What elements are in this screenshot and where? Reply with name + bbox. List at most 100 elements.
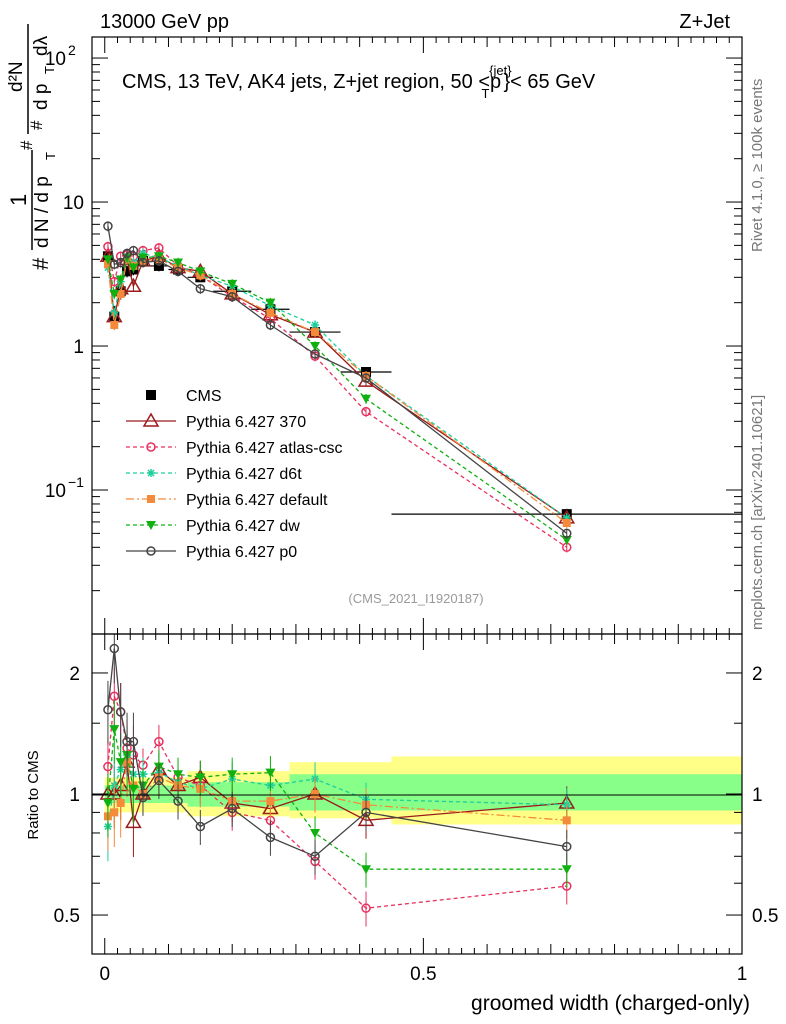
title-main: CMS, 13 TeV, AK4 jets, Z+jet region, 50 … [122, 71, 490, 93]
ratio-point-default [266, 797, 275, 806]
legend-marker-p0 [146, 546, 156, 556]
ylabel-dl: dλ [31, 35, 52, 56]
main-point-atlas [361, 406, 371, 417]
x-axis-label: groomed width (charged-only) [471, 992, 750, 1015]
ratio-point-dw [310, 828, 321, 838]
ratio-ytick-label: 2 [69, 664, 80, 685]
legend: CMS Pythia 6.427 370 Pythia 6.427 atlas-cs… [126, 388, 343, 561]
main-series-group [99, 221, 742, 553]
main-series-dw [102, 251, 572, 546]
main-point-p0 [128, 245, 139, 256]
main-point-d6t [110, 308, 119, 317]
legend-item-cms: CMS [146, 388, 222, 405]
ratio-point-p370 [125, 813, 142, 829]
main-point-dw [109, 289, 120, 299]
legend-item-p0: Pythia 6.427 p0 [126, 544, 297, 561]
ratio-point-p0 [115, 707, 126, 717]
ratio-ytick-label-right: 2 [752, 664, 763, 685]
main-point-p0 [265, 320, 276, 330]
main-point-default [110, 320, 119, 329]
ratio-point-dw [561, 865, 572, 875]
main-ytick-label: 10 [63, 193, 84, 214]
main-line-atlas [107, 246, 568, 548]
main-point-default [562, 519, 571, 528]
title-p: p [490, 71, 501, 93]
ratio-point-atlas [361, 903, 371, 913]
ratio-point-default [311, 790, 320, 798]
analysis-watermark: (CMS_2021_I1920187) [348, 591, 483, 606]
main-point-p0 [138, 257, 148, 268]
title-sup: {jet} [489, 63, 512, 78]
main-point-dw [310, 342, 321, 352]
main-point-dw [561, 535, 572, 545]
ratio-series-group [99, 634, 576, 927]
main-ytick-label: 10 [45, 49, 66, 70]
rivet-version-text: Rivet 4.1.0, ≥ 100k events [749, 79, 766, 252]
ratio-point-p0 [103, 705, 113, 715]
main-point-p370 [125, 277, 142, 293]
main-point-p0 [195, 283, 206, 294]
ratio-point-p0 [195, 821, 206, 832]
legend-item-d6t: Pythia 6.427 d6t [126, 466, 302, 483]
ratio-ylabel: Ratio to CMS [25, 750, 42, 839]
ratio-line-d6t [107, 753, 567, 827]
ylabel-hash3: # [27, 120, 46, 130]
main-point-cms [122, 266, 133, 277]
ratio-point-dw [115, 758, 126, 768]
main-series-p0 [103, 221, 572, 539]
ratio-ytick-label: 1 [69, 785, 80, 806]
title-end: }< 65 GeV [504, 71, 596, 93]
ratio-point-p0 [122, 736, 132, 747]
ratio-point-dw [195, 773, 206, 783]
ratio-point-p0 [562, 841, 572, 852]
main-line-dw [107, 255, 568, 541]
main-line-p0 [107, 225, 568, 534]
main-ytick-exponent: −1 [68, 474, 84, 490]
main-point-dw [195, 267, 206, 277]
main-point-p0 [109, 259, 120, 269]
ratio-point-atlas [154, 736, 164, 747]
main-point-dw [128, 263, 139, 273]
legend-item-default: Pythia 6.427 default [126, 492, 328, 509]
ratio-xtick-label: 1 [737, 964, 748, 985]
main-ytick-label: 1 [73, 337, 84, 358]
main-point-d6t [562, 513, 571, 522]
legend-label-cms: CMS [186, 388, 222, 405]
mcplots-credit-text: mcplots.cern.ch [arXiv:2401.10621] [749, 395, 766, 630]
legend-label-p0: Pythia 6.427 p0 [186, 544, 297, 561]
main-point-p0 [115, 257, 126, 268]
legend-marker-p370 [142, 412, 160, 427]
ratio-ytick-label: 0.5 [54, 906, 80, 927]
legend-marker-atlas [146, 442, 156, 452]
ratio-ytick-label-right: 1 [752, 785, 763, 806]
ratio-point-p0 [361, 807, 371, 818]
ratio-point-p0 [310, 851, 320, 862]
ylabel-T2: T [42, 66, 57, 74]
ratio-point-p0 [154, 775, 164, 786]
main-point-p0 [310, 349, 320, 359]
ratio-line-p0 [107, 648, 567, 858]
ratio-point-dw [361, 865, 372, 875]
legend-marker-default [147, 495, 155, 503]
ratio-point-dw [173, 770, 184, 780]
main-point-p0 [173, 266, 183, 277]
main-point-dw [227, 279, 238, 289]
ratio-point-default [110, 808, 119, 817]
main-point-default [116, 289, 125, 298]
ylabel-T1: T [43, 152, 58, 160]
ratio-point-p0 [227, 803, 237, 814]
legend-label-d6t: Pythia 6.427 d6t [186, 466, 302, 483]
ratio-point-p0 [138, 792, 148, 803]
ratio-line-dw [107, 728, 567, 870]
main-series-default [103, 254, 571, 529]
ratio-point-dw [265, 768, 276, 778]
ratio-point-p0 [109, 643, 120, 654]
ratio-point-p0 [265, 832, 276, 843]
main-point-p0 [562, 528, 572, 539]
ratio-point-dw [109, 725, 120, 735]
main-line-d6t [107, 252, 568, 519]
legend-item-p370: Pythia 6.427 370 [126, 412, 306, 431]
main-point-dw [173, 258, 184, 268]
ylabel-hash2: # [17, 140, 36, 150]
